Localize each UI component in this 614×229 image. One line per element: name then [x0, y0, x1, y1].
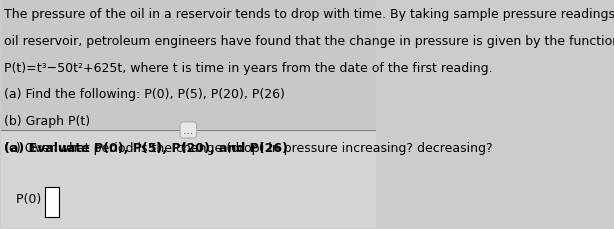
FancyBboxPatch shape [45, 187, 59, 217]
FancyBboxPatch shape [1, 1, 376, 131]
Text: P(t)=t³−50t²+625t, where t is time in years from the date of the first reading.: P(t)=t³−50t²+625t, where t is time in ye… [4, 61, 493, 74]
Text: (b) Graph P(t): (b) Graph P(t) [4, 115, 91, 128]
Text: (a) Find the following: P(0), P(5), P(20), P(26): (a) Find the following: P(0), P(5), P(20… [4, 88, 286, 101]
FancyBboxPatch shape [1, 131, 376, 228]
Text: P(0) =: P(0) = [16, 192, 56, 205]
Text: (a) Evaluate P(0), P(5), P(20), and P(26): (a) Evaluate P(0), P(5), P(20), and P(26… [4, 142, 289, 155]
Text: oil reservoir, petroleum engineers have found that the change in pressure is giv: oil reservoir, petroleum engineers have … [4, 34, 614, 47]
Text: (c) Over what period is the change (drop) in pressure increasing? decreasing?: (c) Over what period is the change (drop… [4, 142, 493, 155]
Text: …: … [183, 125, 193, 135]
Text: The pressure of the oil in a reservoir tends to drop with time. By taking sample: The pressure of the oil in a reservoir t… [4, 8, 614, 20]
